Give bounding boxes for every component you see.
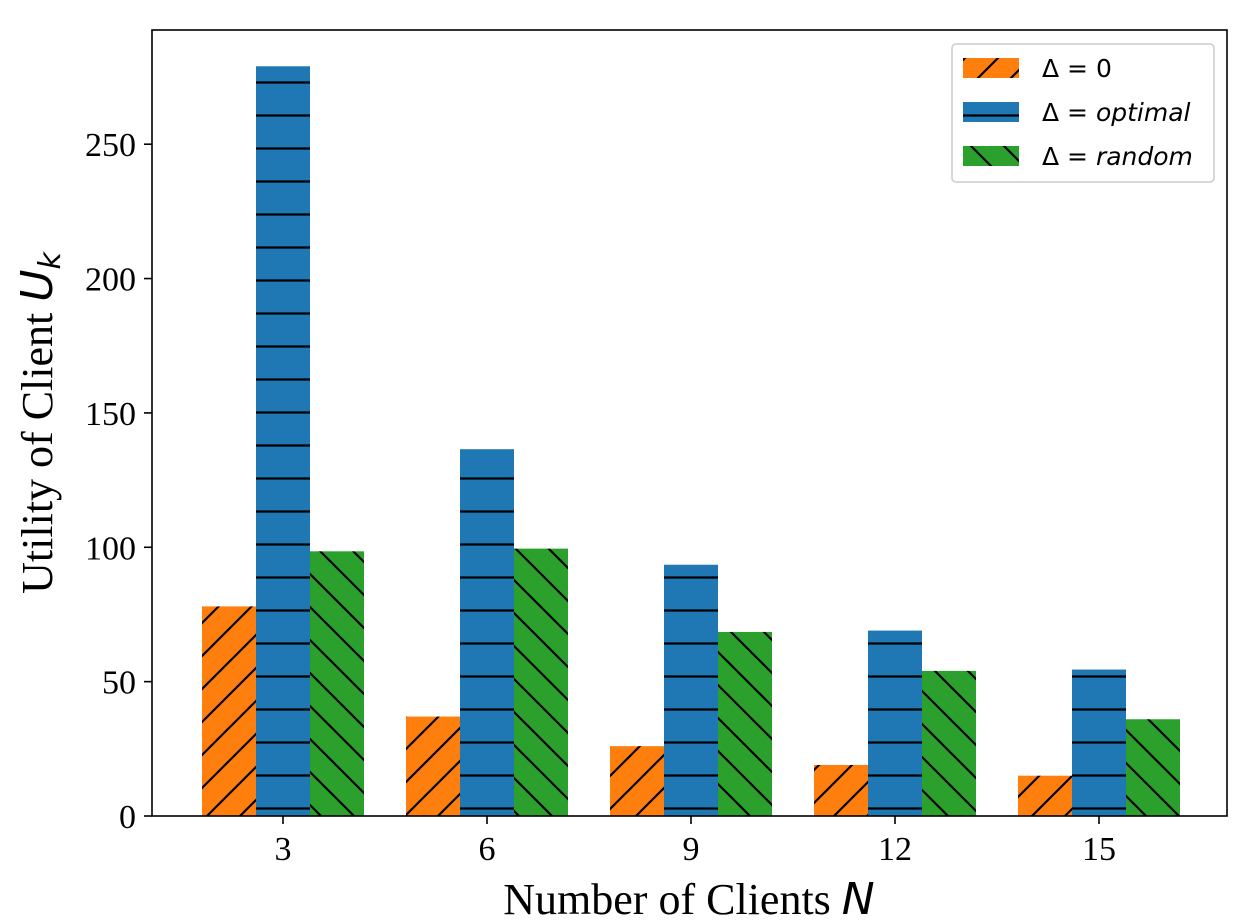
- legend-swatch-random: [963, 146, 1019, 166]
- plot-frame: [151, 29, 1228, 817]
- x-tick-label: 9: [683, 831, 700, 868]
- bar-optimal-n3: [256, 66, 310, 817]
- y-tick-label: 250: [85, 127, 136, 164]
- y-tick-label: 0: [119, 799, 136, 836]
- legend-swatch-optimal: [963, 102, 1019, 122]
- bar-0-n3: [202, 606, 256, 816]
- x-tick-label: 12: [878, 831, 912, 868]
- y-tick-label: 50: [102, 665, 136, 702]
- x-tick-label: 6: [479, 831, 496, 868]
- y-tick-label: 200: [85, 262, 136, 299]
- bar-random-n12: [922, 670, 976, 816]
- bar-optimal-n9: [664, 564, 718, 816]
- bar-optimal-n6: [460, 449, 514, 816]
- legend-label-optimal: Δ = optimal: [1042, 98, 1191, 127]
- bar-optimal-n12: [868, 630, 922, 816]
- bar-0-n15: [1018, 775, 1072, 816]
- bar-0-n6: [406, 716, 460, 816]
- legend-label-0: Δ = 0: [1042, 54, 1112, 83]
- y-tick-label: 100: [85, 530, 136, 567]
- legend-swatch-0: [963, 58, 1019, 78]
- y-axis-label: Utility of Client Uk: [12, 251, 68, 594]
- legend: Δ = 0 Δ = optimal Δ = random: [951, 43, 1215, 183]
- x-tick-label: 15: [1082, 831, 1116, 868]
- bar-optimal-n15: [1072, 669, 1126, 816]
- bar-0-n12: [814, 764, 868, 816]
- y-tick-label: 150: [85, 396, 136, 433]
- bar-random-n6: [514, 548, 568, 816]
- bar-random-n15: [1126, 719, 1180, 816]
- y-axis: 0 50 100 150 200 250: [85, 127, 152, 836]
- bar-0-n9: [610, 746, 664, 816]
- x-axis-label: Number of Clients N: [503, 874, 874, 923]
- bar-random-n9: [718, 631, 772, 816]
- bar-random-n3: [310, 551, 364, 816]
- bars-layer: [202, 66, 1180, 817]
- x-tick-label: 3: [275, 831, 292, 868]
- legend-label-random: Δ = random: [1042, 142, 1193, 171]
- x-axis: 3 6 9 12 15: [275, 816, 1116, 868]
